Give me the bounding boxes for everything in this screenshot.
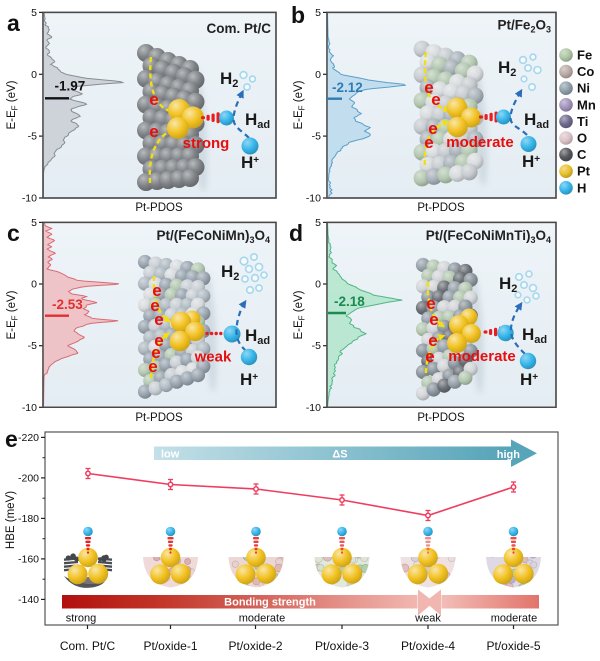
svg-text:a: a (7, 10, 20, 36)
svg-text:0: 0 (31, 279, 37, 291)
svg-text:c: c (7, 220, 20, 246)
svg-text:0: 0 (315, 69, 321, 81)
svg-text:moderate: moderate (491, 613, 537, 625)
svg-text:H: H (577, 180, 586, 195)
svg-text:E-EF (eV): E-EF (eV) (293, 80, 307, 129)
svg-text:Ni: Ni (577, 81, 590, 96)
svg-text:Pt-PDOS: Pt-PDOS (417, 202, 465, 214)
svg-text:e: e (151, 343, 160, 362)
svg-text:Pt-PDOS: Pt-PDOS (417, 412, 465, 424)
svg-text:-220: -220 (18, 432, 39, 444)
svg-text:Pt: Pt (577, 164, 591, 179)
svg-text:HBE (meV): HBE (meV) (5, 491, 17, 549)
svg-text:-180: -180 (18, 513, 39, 525)
svg-text:e: e (429, 310, 438, 329)
svg-text:Pt/(FeCoNiMnTi)3O4: Pt/(FeCoNiMnTi)3O4 (426, 228, 551, 245)
svg-text:b: b (291, 2, 305, 28)
svg-text:Pt-PDOS: Pt-PDOS (135, 202, 183, 214)
svg-text:5: 5 (315, 217, 321, 229)
svg-text:e: e (149, 122, 158, 141)
svg-text:e: e (426, 294, 435, 313)
svg-text:Com. Pt/C: Com. Pt/C (60, 639, 116, 653)
svg-text:E-EF (eV): E-EF (eV) (293, 290, 307, 339)
svg-text:-5: -5 (312, 131, 321, 143)
svg-text:d: d (289, 220, 303, 246)
svg-text:moderate: moderate (446, 134, 514, 151)
svg-text:-160: -160 (18, 553, 39, 565)
svg-text:weak: weak (194, 349, 232, 366)
svg-text:-10: -10 (306, 402, 321, 414)
svg-text:0: 0 (315, 279, 321, 291)
svg-text:e: e (150, 296, 159, 315)
svg-text:Bonding strength: Bonding strength (224, 597, 316, 609)
svg-text:Pt/oxide-3: Pt/oxide-3 (315, 639, 369, 653)
svg-text:e: e (425, 347, 434, 366)
svg-text:Com. Pt/C: Com. Pt/C (206, 21, 271, 36)
svg-text:-5: -5 (28, 131, 37, 143)
svg-text:Pt/oxide-5: Pt/oxide-5 (486, 639, 540, 653)
svg-text:-200: -200 (18, 472, 39, 484)
svg-text:-2.12: -2.12 (332, 80, 363, 95)
svg-text:5: 5 (315, 7, 321, 19)
svg-text:low: low (161, 449, 180, 461)
svg-text:ΔS: ΔS (332, 449, 347, 461)
svg-text:-10: -10 (22, 193, 37, 205)
svg-text:Pt/oxide-1: Pt/oxide-1 (143, 639, 197, 653)
svg-text:5: 5 (31, 217, 37, 229)
svg-text:strong: strong (183, 135, 230, 152)
svg-text:e: e (431, 90, 440, 109)
svg-text:e: e (428, 331, 437, 350)
svg-text:C: C (577, 147, 587, 162)
svg-text:-2.53: -2.53 (52, 297, 83, 312)
svg-text:-140: -140 (18, 594, 39, 606)
svg-text:Pt/Fe2O3: Pt/Fe2O3 (497, 18, 551, 35)
svg-text:Pt-PDOS: Pt-PDOS (135, 412, 183, 424)
svg-text:Fe: Fe (577, 48, 592, 63)
svg-text:high: high (497, 449, 520, 461)
svg-text:-10: -10 (306, 193, 321, 205)
svg-text:-2.18: -2.18 (334, 294, 365, 309)
svg-text:Pt/oxide-4: Pt/oxide-4 (401, 639, 455, 653)
svg-text:e: e (154, 310, 163, 329)
svg-text:-5: -5 (312, 340, 321, 352)
svg-text:e: e (424, 78, 433, 97)
svg-text:-1.97: -1.97 (55, 79, 86, 94)
svg-text:Pt/oxide-2: Pt/oxide-2 (228, 639, 282, 653)
svg-text:e: e (148, 357, 157, 376)
svg-text:5: 5 (31, 7, 37, 19)
svg-text:Mn: Mn (577, 97, 596, 112)
svg-text:Pt/(FeCoNiMn)3O4: Pt/(FeCoNiMn)3O4 (156, 228, 270, 245)
svg-text:weak: weak (414, 613, 441, 625)
svg-text:e: e (424, 133, 433, 152)
svg-text:Co: Co (577, 64, 594, 79)
svg-text:E-EF (eV): E-EF (eV) (6, 290, 20, 339)
svg-text:moderate: moderate (239, 613, 285, 625)
svg-text:E-EF (eV): E-EF (eV) (6, 80, 20, 129)
svg-text:e: e (149, 90, 158, 109)
svg-text:O: O (577, 131, 587, 146)
svg-text:moderate: moderate (448, 348, 516, 365)
svg-text:e: e (152, 281, 161, 300)
svg-text:e: e (5, 426, 18, 452)
svg-text:e: e (154, 331, 163, 350)
svg-text:-5: -5 (28, 340, 37, 352)
svg-text:-10: -10 (22, 402, 37, 414)
svg-text:0: 0 (31, 69, 37, 81)
svg-text:e: e (428, 119, 437, 138)
svg-text:Ti: Ti (577, 114, 588, 129)
svg-text:strong: strong (66, 613, 97, 625)
